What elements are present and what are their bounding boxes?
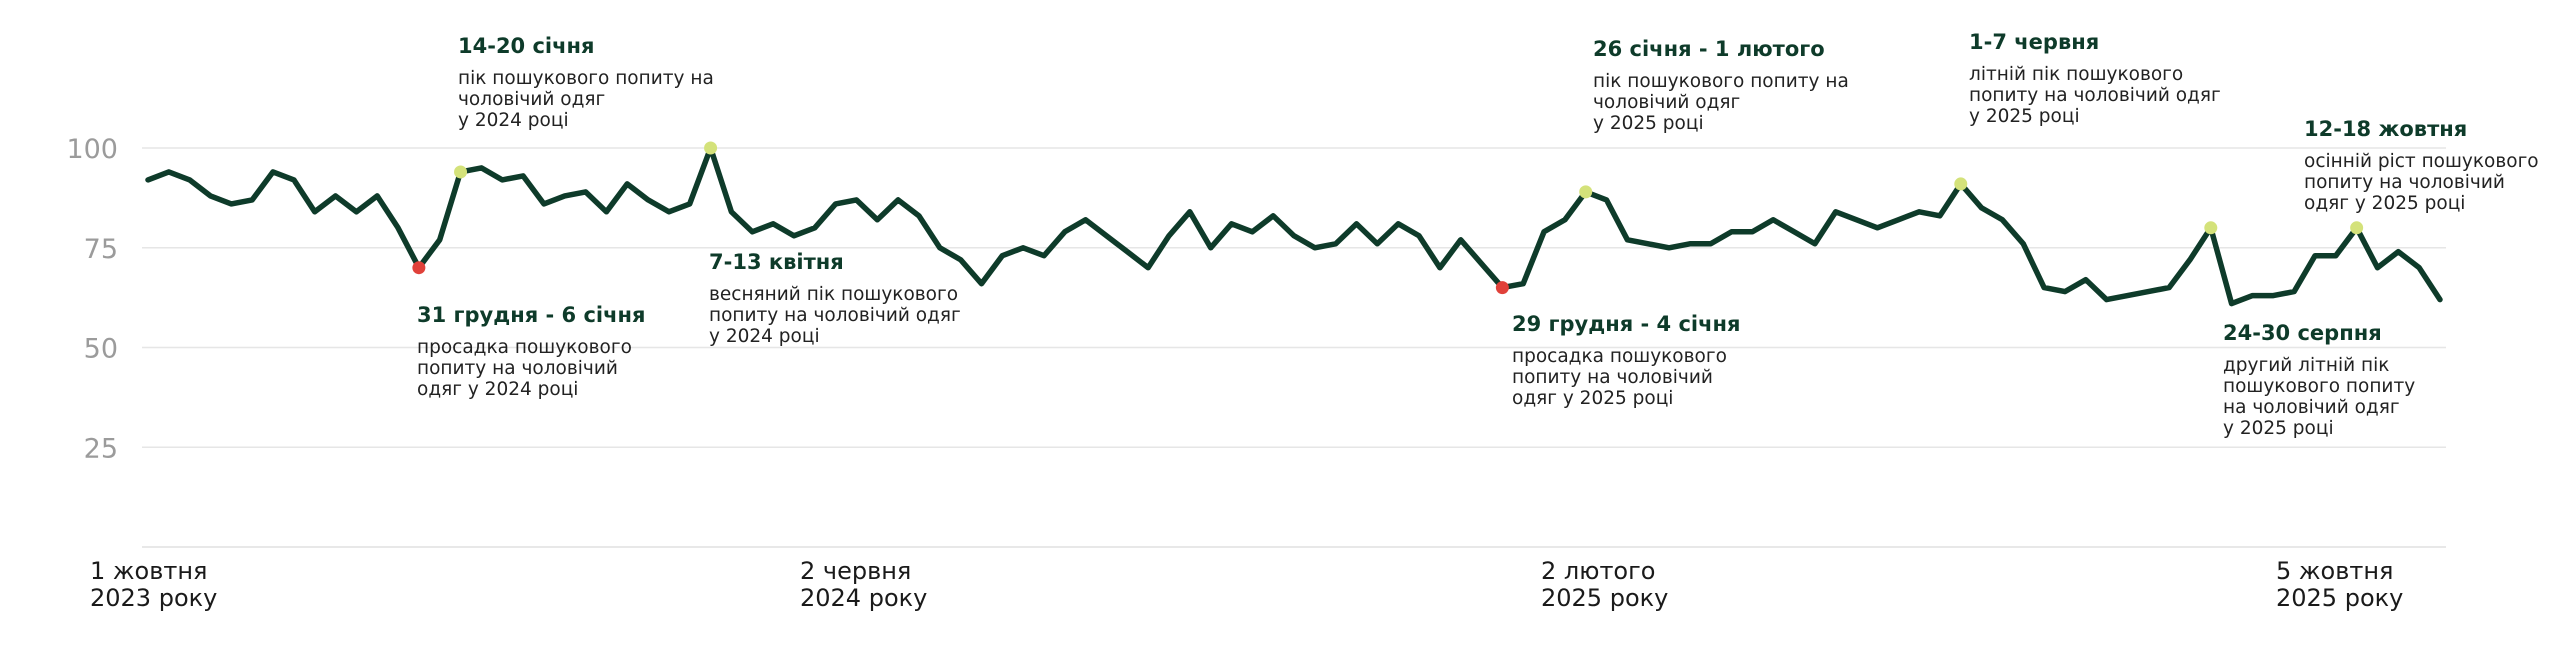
series-layer (145, 145, 2443, 307)
x-tick-label: 2 лютого (1541, 557, 1655, 585)
annotation-text: чоловічий одяг (1593, 92, 1740, 113)
x-tick-label: 2025 року (2276, 584, 2403, 612)
annotation-title: 7-13 квітня (709, 250, 844, 274)
annotation-title: 12-18 жовтня (2304, 117, 2467, 141)
peak-marker (704, 141, 718, 155)
x-tick-label: 2024 року (800, 584, 927, 612)
annotation-title: 14-20 січня (458, 34, 595, 58)
annotation-text: попиту на чоловічий одяг (1969, 85, 2221, 106)
annotation-text: пошукового попиту (2223, 376, 2415, 397)
y-tick-label: 50 (84, 334, 118, 365)
annotation-text: другий літній пік (2223, 355, 2389, 376)
peak-marker (1579, 185, 1593, 199)
annotation-text: попиту на чоловічий (417, 358, 618, 379)
peak-marker (2204, 221, 2218, 235)
peak-marker (2350, 221, 2364, 235)
y-tick-label: 25 (84, 433, 118, 464)
annotation-text: одяг у 2025 році (2304, 193, 2465, 214)
marker-layer (412, 141, 2364, 295)
annotation-text: у 2025 році (1593, 113, 1704, 134)
annotation-text: одяг у 2025 році (1512, 388, 1673, 409)
annotation-text: чоловічий одяг (458, 89, 605, 110)
annotation-text: на чоловічий одяг (2223, 397, 2400, 418)
annotation-text: у 2024 році (458, 110, 569, 131)
y-axis-ticks: 100 75 50 25 (66, 134, 118, 464)
annotation-title: 26 січня - 1 лютого (1593, 37, 1825, 61)
x-tick-label: 1 жовтня (90, 557, 207, 585)
x-tick-label: 5 жовтня (2276, 557, 2393, 585)
annotation-title: 1-7 червня (1969, 30, 2099, 54)
annotation-title: 24-30 серпня (2223, 321, 2382, 345)
annotation-text: літній пік пошукового (1969, 64, 2183, 85)
annotation-text: попиту на чоловічий (2304, 172, 2505, 193)
annotation-text: попиту на чоловічий одяг (709, 305, 961, 326)
annotation-text: пік пошукового попиту на (458, 68, 714, 89)
annotation-text: просадка пошукового (417, 337, 632, 358)
y-tick-label: 75 (84, 234, 118, 265)
annotation-title: 29 грудня - 4 січня (1512, 312, 1741, 336)
annotation-text: одяг у 2024 році (417, 379, 578, 400)
dip-marker (1495, 281, 1509, 295)
x-tick-label: 2 червня (800, 557, 911, 585)
annotation-title: 31 грудня - 6 січня (417, 303, 646, 327)
annotation-text: попиту на чоловічий (1512, 367, 1713, 388)
dip-marker (412, 261, 426, 275)
peak-marker (454, 165, 468, 179)
x-tick-label: 2025 року (1541, 584, 1668, 612)
x-tick-label: 2023 року (90, 584, 217, 612)
annotation-text: просадка пошукового (1512, 346, 1727, 367)
annotation-text: у 2025 році (2223, 418, 2334, 439)
grid-lines (142, 147, 2446, 548)
series-line (145, 145, 2443, 307)
peak-marker (1954, 177, 1968, 191)
annotation-text: пік пошукового попиту на (1593, 71, 1849, 92)
annotation-text: у 2024 році (709, 326, 820, 347)
annotation-text: осінній ріст пошукового (2304, 151, 2539, 172)
annotation-text: весняний пік пошукового (709, 284, 958, 305)
y-tick-label: 100 (66, 134, 118, 165)
annotation-text: у 2025 році (1969, 106, 2080, 127)
